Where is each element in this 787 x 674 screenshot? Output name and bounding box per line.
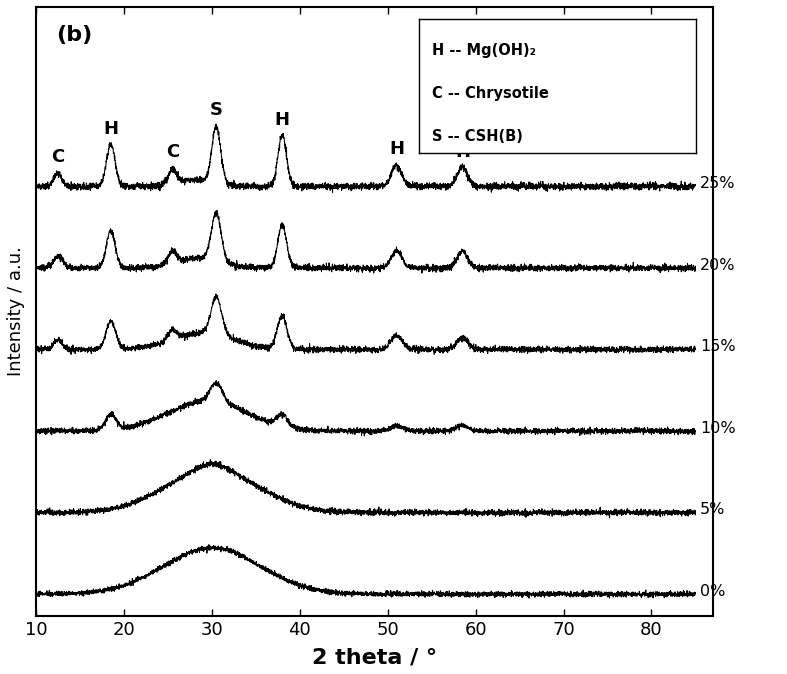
Text: C: C	[51, 148, 65, 166]
Text: C: C	[166, 143, 179, 161]
Text: (b): (b)	[57, 25, 93, 45]
Text: 25%: 25%	[700, 176, 735, 191]
Text: H: H	[455, 143, 470, 161]
Text: 0%: 0%	[700, 584, 725, 599]
Text: H: H	[275, 111, 290, 129]
Text: H: H	[389, 140, 404, 158]
Y-axis label: Intensity / a.u.: Intensity / a.u.	[7, 247, 25, 376]
X-axis label: 2 theta / °: 2 theta / °	[312, 647, 437, 667]
Text: S: S	[210, 100, 223, 119]
Text: H: H	[103, 120, 118, 137]
Text: 20%: 20%	[700, 257, 735, 273]
Text: 10%: 10%	[700, 421, 736, 436]
Text: 15%: 15%	[700, 339, 736, 355]
Text: 5%: 5%	[700, 502, 725, 518]
